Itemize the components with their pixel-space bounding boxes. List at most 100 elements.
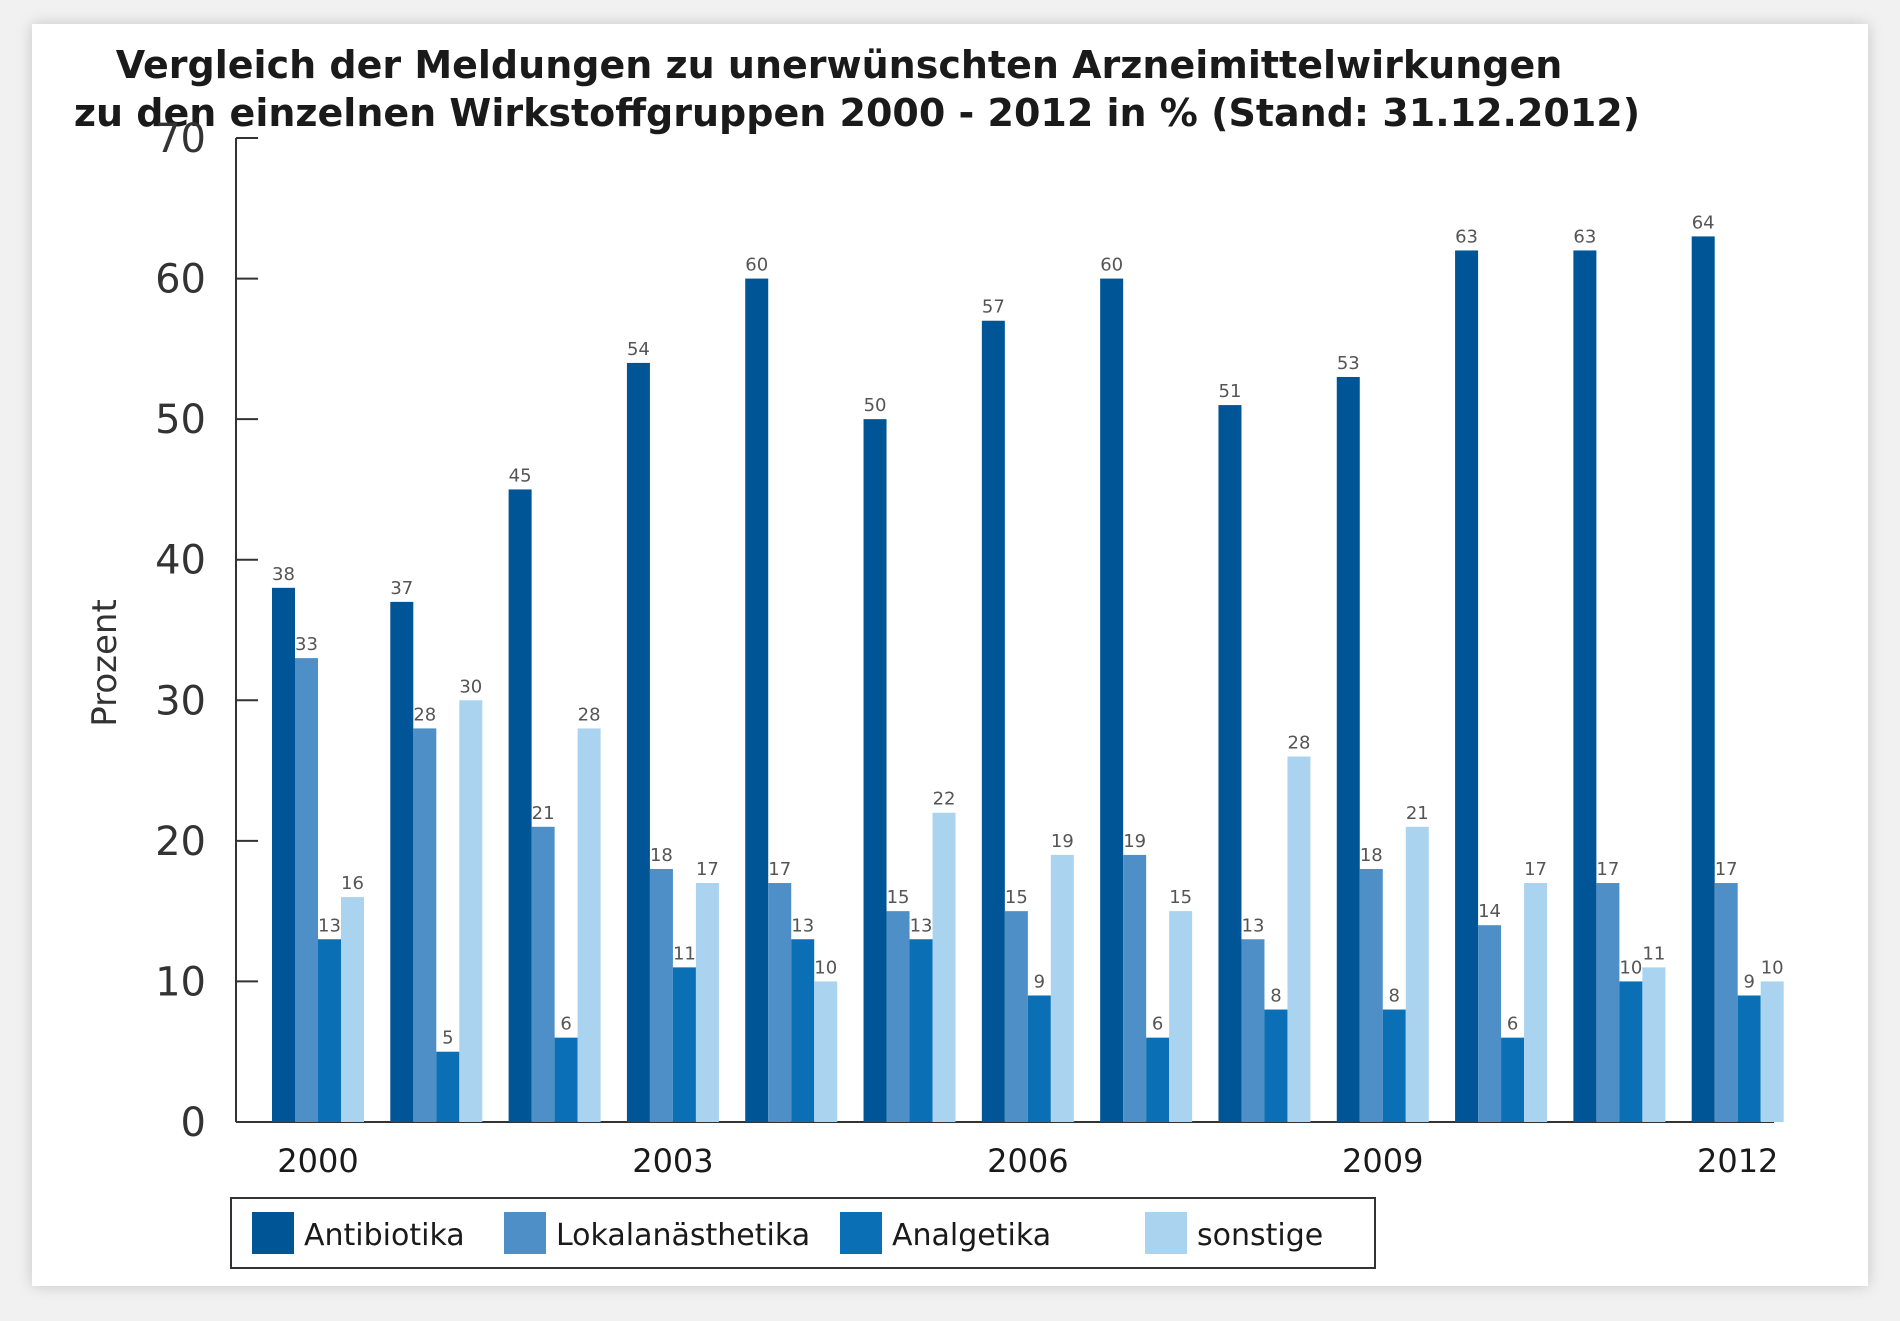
legend: Antibiotika Lokalanästhetika Analgetika son… — [230, 1197, 1376, 1269]
data-label: 37 — [390, 578, 413, 599]
data-label: 60 — [745, 255, 768, 276]
data-label: 63 — [1455, 226, 1478, 247]
data-labels: 38 37 45 54 60 50 57 60 51 53 63 63 64 33 28 21 18 17 15 15… — [272, 212, 1784, 1048]
data-label: 53 — [1337, 353, 1360, 374]
data-label: 64 — [1692, 212, 1715, 233]
bar — [436, 1051, 460, 1122]
legend-swatch — [840, 1212, 882, 1254]
bar — [318, 939, 341, 1122]
bar — [1642, 967, 1666, 1122]
data-label: 6 — [1152, 1014, 1163, 1035]
data-label: 9 — [1034, 971, 1045, 992]
bar — [1287, 756, 1311, 1122]
bar — [1501, 1037, 1525, 1122]
y-tick-label: 60 — [155, 257, 206, 303]
data-label: 21 — [532, 803, 555, 824]
bar — [1359, 868, 1383, 1122]
bar — [295, 658, 318, 1122]
data-label: 6 — [1507, 1014, 1518, 1035]
data-label: 17 — [1596, 859, 1619, 880]
data-label: 15 — [887, 887, 910, 908]
bar — [768, 883, 792, 1122]
bar — [1004, 911, 1028, 1122]
bar — [626, 362, 650, 1122]
data-label: 22 — [933, 789, 956, 810]
bar — [791, 939, 815, 1122]
data-label: 57 — [982, 297, 1005, 318]
data-label: 6 — [560, 1014, 571, 1035]
legend-swatch — [1145, 1212, 1187, 1254]
bar — [1714, 883, 1738, 1122]
y-tick-label: 20 — [155, 819, 206, 865]
data-label: 45 — [509, 465, 532, 486]
bar — [932, 812, 956, 1122]
data-label: 11 — [673, 943, 696, 964]
data-label: 10 — [1761, 957, 1784, 978]
data-label: 19 — [1123, 831, 1146, 852]
y-axis-label: Prozent — [85, 599, 125, 727]
bar — [390, 601, 414, 1122]
x-ticks: 2000 2003 2006 2009 2012 — [277, 1142, 1778, 1180]
x-tick-label: 2003 — [632, 1142, 713, 1180]
bar — [1100, 278, 1124, 1122]
data-label: 13 — [1242, 915, 1265, 936]
data-label: 60 — [1100, 255, 1123, 276]
data-label: 11 — [1642, 943, 1665, 964]
legend-label: sonstige — [1197, 1218, 1323, 1253]
x-tick-label: 2009 — [1342, 1142, 1423, 1180]
data-label: 10 — [1619, 957, 1642, 978]
bar — [1596, 883, 1620, 1122]
data-label: 15 — [1005, 887, 1028, 908]
bar — [554, 1037, 578, 1122]
chart-card: Vergleich der Meldungen zu unerwünschten… — [32, 24, 1868, 1286]
bar — [272, 587, 295, 1122]
data-label: 14 — [1478, 901, 1501, 922]
data-label: 18 — [1360, 845, 1383, 866]
bar — [1455, 250, 1479, 1122]
data-label: 63 — [1573, 226, 1596, 247]
data-label: 5 — [442, 1028, 453, 1049]
y-tick-label: 30 — [155, 678, 206, 724]
bar — [1524, 883, 1548, 1122]
bar — [1241, 939, 1265, 1122]
legend-swatch — [504, 1212, 546, 1254]
bar — [1264, 1009, 1288, 1122]
bar — [1405, 826, 1429, 1122]
y-tick-label: 50 — [155, 397, 206, 443]
data-label: 15 — [1169, 887, 1192, 908]
bar — [1737, 995, 1761, 1122]
chart-subtitle: zu den einzelnen Wirkstoffgruppen 2000 -… — [74, 91, 1640, 135]
bar — [1760, 981, 1784, 1122]
y-ticks: 0 10 20 30 40 50 60 70 — [155, 116, 258, 1146]
bar — [1169, 911, 1193, 1122]
bar — [1123, 854, 1147, 1122]
legend-label: Analgetika — [892, 1218, 1051, 1253]
y-tick-label: 0 — [181, 1100, 206, 1146]
data-label: 17 — [1715, 859, 1738, 880]
data-label: 13 — [318, 915, 341, 936]
bar — [863, 419, 887, 1123]
data-label: 30 — [459, 676, 482, 697]
data-label: 21 — [1406, 803, 1429, 824]
bar — [1382, 1009, 1406, 1122]
bar — [1573, 250, 1597, 1122]
bar — [814, 981, 838, 1122]
legend-label: Lokalanästhetika — [556, 1218, 810, 1253]
bar — [508, 489, 532, 1122]
data-label: 54 — [627, 339, 650, 360]
data-label: 18 — [650, 845, 673, 866]
bar — [672, 967, 696, 1122]
bar — [1619, 981, 1643, 1122]
bar — [1218, 405, 1242, 1123]
data-label: 8 — [1389, 986, 1400, 1007]
y-tick-label: 10 — [155, 959, 206, 1005]
data-label: 13 — [910, 915, 933, 936]
bar — [341, 897, 364, 1122]
bar — [695, 883, 719, 1122]
bar — [1146, 1037, 1170, 1122]
legend-label: Antibiotika — [304, 1218, 465, 1253]
bar — [413, 728, 437, 1122]
bar-chart: Vergleich der Meldungen zu unerwünschten… — [74, 43, 1784, 1269]
bars — [272, 236, 1784, 1123]
bar — [1691, 236, 1715, 1122]
